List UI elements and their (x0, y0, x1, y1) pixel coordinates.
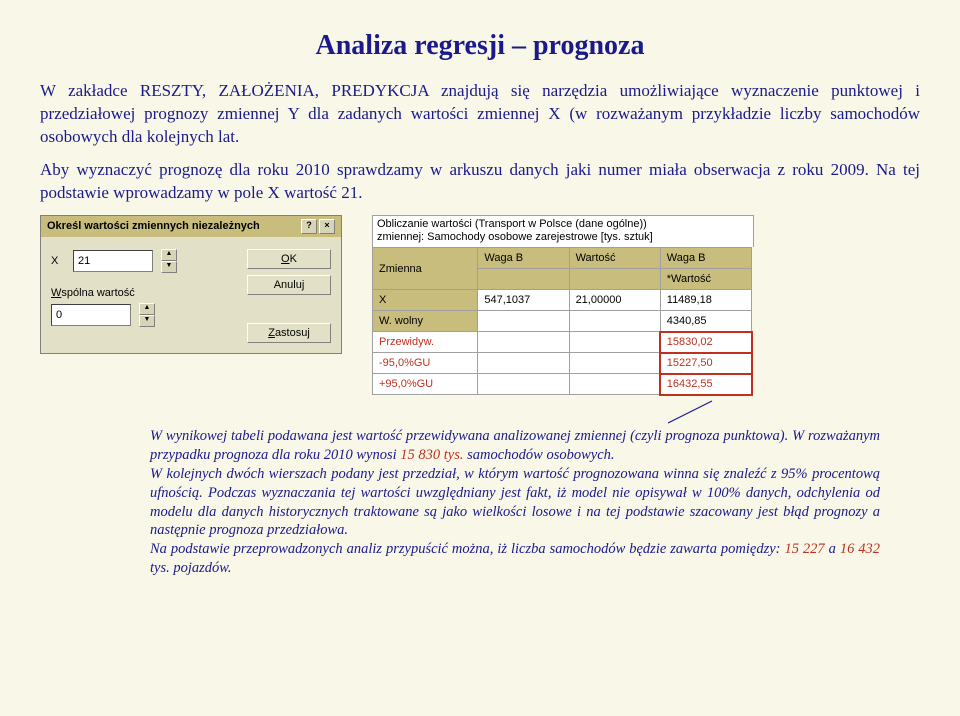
dialog-titlebar: Określ wartości zmiennych niezależnych ?… (41, 216, 341, 237)
table-row: X 547,1037 21,00000 11489,18 (373, 290, 752, 311)
cancel-button[interactable]: Anuluj (247, 275, 331, 295)
table-row: W. wolny 4340,85 (373, 311, 752, 332)
pointer-arrow (460, 399, 920, 425)
table-row: Przewidyw. 15830,02 (373, 332, 752, 353)
common-spin-up-icon[interactable]: ▲ (139, 303, 155, 315)
input-dialog: Określ wartości zmiennych niezależnych ?… (40, 215, 342, 354)
table-row: +95,0%GU 16432,55 (373, 374, 752, 395)
x-input[interactable] (73, 250, 153, 272)
x-spin-down-icon[interactable]: ▼ (161, 261, 177, 273)
help-icon[interactable]: ? (301, 219, 317, 234)
page-title: Analiza regresji – prognoza (40, 30, 920, 62)
ok-button[interactable]: OK (247, 249, 331, 269)
intro-paragraph-1: W zakładce RESZTY, ZAŁOŻENIA, PREDYKCJA … (40, 80, 920, 149)
common-spin-down-icon[interactable]: ▼ (139, 315, 155, 327)
common-value-label: Wspólna wartość (51, 287, 237, 299)
col-wagab-wartosc-bot: *Wartość (660, 269, 751, 290)
x-label: X (51, 255, 65, 267)
dialog-title: Określ wartości zmiennych niezależnych (47, 220, 260, 232)
common-value-input[interactable] (51, 304, 131, 326)
results-table: Zmienna Waga B Wartość Waga B *Wartość X… (372, 247, 752, 395)
col-wartosc: Wartość (569, 248, 660, 269)
close-icon[interactable]: × (319, 219, 335, 234)
table-row: -95,0%GU 15227,50 (373, 353, 752, 374)
apply-button[interactable]: Zastosuj (247, 323, 331, 343)
x-spin-up-icon[interactable]: ▲ (161, 249, 177, 261)
col-zmienna: Zmienna (373, 248, 478, 290)
col-wagab: Waga B (478, 248, 569, 269)
footnote-block: W wynikowej tabeli podawana jest wartość… (150, 427, 880, 578)
results-table-area: Obliczanie wartości (Transport w Polsce … (372, 215, 754, 396)
intro-paragraph-2: Aby wyznaczyć prognozę dla roku 2010 spr… (40, 159, 920, 205)
figure-row: Określ wartości zmiennych niezależnych ?… (40, 215, 920, 396)
col-wagab-wartosc-top: Waga B (660, 248, 751, 269)
table-caption: Obliczanie wartości (Transport w Polsce … (372, 215, 754, 248)
